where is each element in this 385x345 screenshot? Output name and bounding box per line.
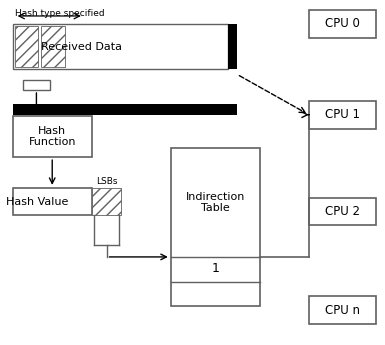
Text: 1: 1 <box>211 262 219 275</box>
Text: CPU 1: CPU 1 <box>325 108 360 121</box>
Bar <box>13 116 92 157</box>
Bar <box>13 188 92 216</box>
Bar <box>309 198 376 225</box>
Bar <box>171 148 259 306</box>
Text: CPU n: CPU n <box>325 304 360 317</box>
Text: Hash
Function: Hash Function <box>28 126 76 147</box>
Text: Hash type specified: Hash type specified <box>15 9 104 18</box>
Text: LSBs: LSBs <box>96 177 117 186</box>
Bar <box>309 10 376 38</box>
Bar <box>41 26 65 67</box>
Text: CPU 0: CPU 0 <box>325 17 360 30</box>
Bar <box>228 24 237 69</box>
Bar <box>15 26 38 67</box>
Bar <box>92 188 121 216</box>
Text: Indirection
Table: Indirection Table <box>186 192 245 214</box>
Bar <box>13 24 228 69</box>
Text: CPU 2: CPU 2 <box>325 205 360 218</box>
Bar <box>309 101 376 129</box>
Bar <box>23 80 50 90</box>
Text: Hash Value: Hash Value <box>6 197 69 207</box>
Text: Received Data: Received Data <box>41 42 122 52</box>
Bar <box>309 296 376 324</box>
Bar <box>13 104 237 115</box>
